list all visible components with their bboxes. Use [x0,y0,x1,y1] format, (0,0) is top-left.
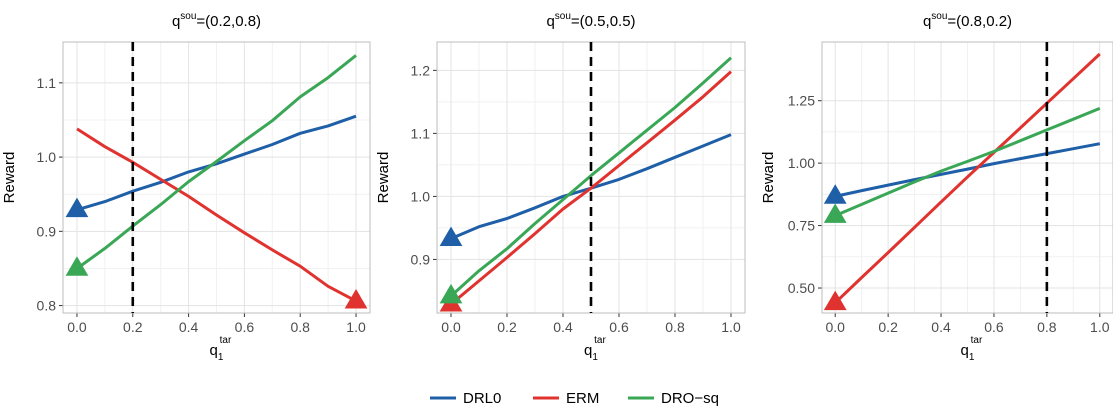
x-axis-title-sup: tar [594,335,606,346]
x-tick-label: 0.2 [497,319,517,335]
x-tick-label: 0.6 [609,319,629,335]
y-tick-label: 1.1 [411,125,431,141]
panel-title: qsou=(0.2,0.8) [172,11,261,30]
series-line-ERM [76,127,357,303]
y-tick-label: 1.0 [411,188,431,204]
y-tick-label: 1.0 [37,149,57,165]
title-rest: =(0.2,0.8) [196,13,261,30]
x-axis-title: q1 [210,342,224,363]
legend-label-ERM: ERM [566,390,599,407]
xlabel-base: q [961,342,969,359]
panels: 0.0 0.2 0.4 0.6 0.8 1.00.80.91.01.1qsou=(0.2,… [1,11,1113,363]
y-axis-title: Reward [1,152,18,204]
panel-title: qsou=(0.8,0.2) [923,11,1012,30]
legend-item-DRL0: DRL0 [430,390,501,407]
x-tick-label: 0.4 [931,319,951,335]
x-tick-label: 0.2 [878,319,898,335]
title-sup: sou [555,11,571,22]
marker-DRL0 [65,197,89,218]
x-axis-title-sup: tar [971,335,983,346]
series-lines [834,52,1101,304]
x-tick-label: 0.2 [123,319,143,335]
xlabel-sub: 1 [969,352,975,363]
panel-1: 0.0 0.2 0.4 0.6 0.8 1.00.80.91.01.1qsou=(0.2,… [1,11,371,363]
legend-label-DRO-sq: DRO−sq [661,390,719,407]
panel-border [821,41,1113,314]
marker-ERM [823,290,847,311]
y-tick-label: 0.9 [411,251,431,267]
series-line-DRO-sq [449,56,733,298]
title-rest: =(0.8,0.2) [947,13,1012,30]
y-tick-label: 1.00 [788,155,815,171]
marker-DRL0 [439,226,463,246]
marker-DRL0 [823,184,847,204]
panel-title: qsou=(0.5,0.5) [546,11,635,30]
legend-item-DRO-sq: DRO−sq [628,390,719,407]
y-tick-label: 0.75 [788,218,815,234]
y-tick-label: 0.9 [37,223,57,239]
title-sup: sou [931,11,947,22]
y-tick-label: 0.8 [37,298,57,314]
x-axis-title: q1 [584,342,598,363]
series-line-DRL0 [834,142,1101,198]
series-lines [449,56,733,306]
title-base: q [923,13,931,30]
x-tick-label: 1.0 [1090,319,1110,335]
series-line-DRO-sq [76,54,357,270]
title-base: q [546,13,554,30]
x-tick-label: 1.0 [346,319,366,335]
x-tick-label: 0.4 [553,319,573,335]
y-axis-title: Reward [375,152,392,204]
title-base: q [172,13,180,30]
xlabel-sub: 1 [592,352,598,363]
marker-DRO-sq [439,283,463,304]
title-sup: sou [180,11,196,22]
x-tick-label: 0.0 [825,319,845,335]
panel-3: 0.0 0.2 0.4 0.6 0.8 1.00.500.751.001.25qsou=(… [760,11,1113,363]
series-line-DRL0 [76,114,357,212]
y-axis-title: Reward [760,152,777,204]
x-tick-label: 0.4 [179,319,199,335]
x-tick-label: 0.0 [67,319,87,335]
series-line-DRO-sq [834,107,1101,217]
x-tick-label: 0.0 [441,319,461,335]
marker-DRO-sq [65,256,89,276]
legend: DRL0 ERM DRO−sq [430,390,719,407]
marker-ERM [344,288,368,309]
title-rest: =(0.5,0.5) [571,13,636,30]
marker-DRO-sq [823,203,847,223]
x-axis-title-sup: tar [220,335,232,346]
x-tick-label: 0.8 [1037,319,1057,335]
x-tick-label: 1.0 [721,319,741,335]
panel-2: 0.0 0.2 0.4 0.6 0.8 1.00.91.01.11.2qsou=(0.5,… [375,11,746,363]
y-tick-label: 1.2 [411,62,431,78]
series-lines [76,54,357,303]
xlabel-base: q [584,342,592,359]
y-tick-label: 0.50 [788,280,815,296]
panel-border [62,41,371,314]
series-line-ERM [834,52,1101,304]
y-tick-label: 1.25 [788,93,815,109]
legend-item-ERM: ERM [533,390,599,407]
y-tick-label: 1.1 [37,75,57,91]
x-axis-title: q1 [961,342,975,363]
x-tick-label: 0.6 [235,319,255,335]
series-line-ERM [450,70,733,306]
legend-label-DRL0: DRL0 [463,390,501,407]
x-tick-label: 0.8 [665,319,685,335]
x-tick-label: 0.8 [290,319,310,335]
x-tick-label: 0.6 [984,319,1004,335]
xlabel-base: q [210,342,218,359]
xlabel-sub: 1 [218,352,224,363]
